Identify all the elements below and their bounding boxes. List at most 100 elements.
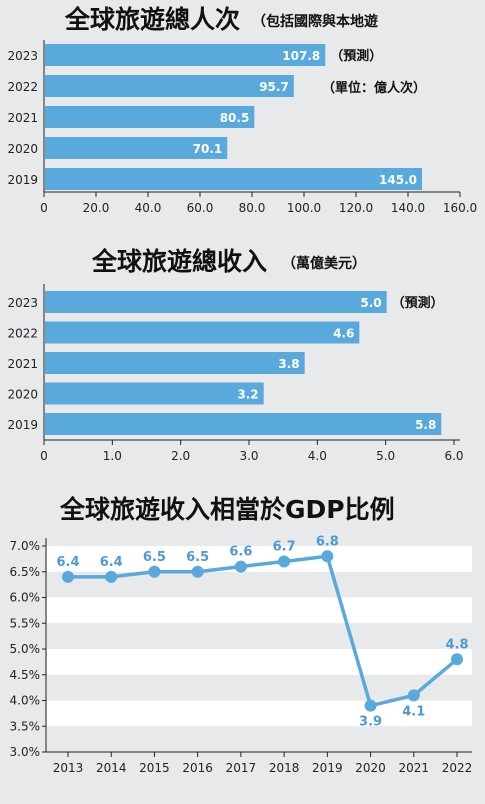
c2-x-tick-label: 6.0 — [444, 449, 463, 463]
gdp-y-tick-label: 5.5% — [10, 616, 41, 630]
c2-bar-2020 — [45, 382, 264, 405]
c2-bar-2021 — [45, 352, 305, 374]
gdp-point-2021 — [407, 689, 420, 702]
gdp-x-tick-label-2016: 2016 — [182, 761, 213, 775]
trips-chart-title: 全球旅遊總人次 — [64, 5, 240, 34]
c1-x-tick-label: 20.0 — [83, 201, 110, 215]
gdp-point-2016 — [191, 565, 204, 578]
gdp-point-2020 — [364, 699, 377, 712]
gdp-y-tick-label: 3.0% — [10, 745, 41, 759]
gdp-share-chart-title: 全球旅遊收入相當於GDP比例 — [59, 495, 395, 524]
revenue-chart: 全球旅遊總收入 （萬億美元） 5.0 2023 （預測） 4.6 2022 3.8 2021… — [7, 247, 463, 463]
c2-category-label-2021: 2021 — [7, 357, 38, 371]
gdp-grid-band — [47, 546, 472, 572]
trips-chart: 全球旅遊總人次 （包括國際與本地遊 （單位：億人次） 107.8 2023 （預測）… — [7, 5, 477, 215]
gdp-point-label-2017: 6.6 — [229, 545, 252, 560]
c1-category-label-2019: 2019 — [7, 173, 38, 187]
gdp-point-2019 — [321, 550, 334, 563]
c1-bar-2021 — [45, 106, 255, 128]
c1-bar-value-2019: 145.0 — [379, 173, 417, 187]
gdp-x-tick-label-2021: 2021 — [399, 761, 430, 775]
gdp-point-2015 — [148, 565, 161, 578]
gdp-point-label-2021: 4.1 — [402, 704, 425, 719]
gdp-y-tick-label: 4.0% — [10, 694, 41, 708]
gdp-x-tick-label-2014: 2014 — [96, 761, 127, 775]
gdp-point-label-2019: 6.8 — [316, 534, 339, 549]
c2-category-label-2019: 2019 — [7, 418, 38, 432]
trips-chart-panel: 全球旅遊總人次 （包括國際與本地遊 （單位：億人次） 107.8 2023 （預測）… — [0, 0, 485, 235]
gdp-x-tick-label-2015: 2015 — [139, 761, 170, 775]
gdp-share-line — [68, 554, 459, 708]
c2-x-tick-label: 3.0 — [239, 449, 258, 463]
c2-bar-value-2021: 3.8 — [278, 357, 299, 371]
c1-category-label-2021: 2021 — [7, 111, 38, 125]
c2-x-tick-label: 1.0 — [103, 449, 122, 463]
c1-category-label-2020: 2020 — [7, 142, 38, 156]
c1-bar-2022 — [45, 75, 294, 97]
gdp-y-tick-label: 6.5% — [10, 565, 41, 579]
c2-bar-2019 — [45, 413, 442, 435]
gdp-point-label-2022: 4.8 — [445, 637, 468, 652]
gdp-y-tick-label: 6.0% — [10, 591, 41, 605]
c2-bar-value-2022: 4.6 — [333, 327, 354, 341]
c2-bar-2023 — [45, 291, 387, 313]
gdp-share-chart-panel: 全球旅遊收入相當於GDP比例 7.0% 6.5% 6.0% 5.5% 5.0% 4.5% 4… — [0, 490, 485, 800]
gdp-point-label-2016: 6.5 — [186, 550, 209, 565]
revenue-chart-panel: 全球旅遊總收入 （萬億美元） 5.0 2023 （預測） 4.6 2022 3.8 2021… — [0, 240, 485, 480]
gdp-point-label-2020: 3.9 — [359, 715, 382, 730]
c2-x-tick-label: 0 — [40, 449, 48, 463]
trips-chart-subtitle: （包括國際與本地遊 — [252, 13, 378, 30]
gdp-x-tick-label-2017: 2017 — [226, 761, 257, 775]
c2-bar-value-2019: 5.8 — [415, 418, 436, 432]
trips-unit-note: （單位：億人次） — [322, 80, 426, 96]
c2-category-label-2020: 2020 — [7, 388, 38, 402]
gdp-grid-band — [47, 649, 472, 675]
gdp-point-2018 — [278, 555, 291, 568]
gdp-point-2017 — [234, 560, 247, 573]
c2-forecast-note: （預測） — [392, 295, 444, 311]
c1-x-tick-label: 80.0 — [239, 201, 266, 215]
gdp-point-label-2013: 6.4 — [56, 555, 79, 570]
c2-bar-value-2020: 3.2 — [237, 388, 258, 402]
c1-x-tick-label: 100.0 — [287, 201, 321, 215]
c2-x-tick-label: 5.0 — [376, 449, 395, 463]
c1-bar-2020 — [45, 137, 228, 159]
gdp-x-tick-label-2018: 2018 — [269, 761, 300, 775]
c2-category-label-2023: 2023 — [7, 296, 38, 310]
gdp-y-tick-label: 3.5% — [10, 719, 41, 733]
gdp-y-tick-label: 5.0% — [10, 642, 41, 656]
c1-bar-value-2020: 70.1 — [193, 142, 223, 156]
gdp-grid-band — [47, 597, 472, 624]
c1-x-tick-label: 160.0 — [443, 201, 477, 215]
revenue-chart-subtitle: （萬億美元） — [282, 255, 366, 272]
gdp-point-2014 — [105, 570, 118, 583]
c1-forecast-note: （預測） — [330, 48, 382, 64]
gdp-x-tick-label-2020: 2020 — [355, 761, 386, 775]
gdp-x-tick-label-2022: 2022 — [442, 761, 473, 775]
gdp-point-label-2018: 6.7 — [273, 539, 296, 554]
gdp-point-label-2015: 6.5 — [143, 550, 166, 565]
gdp-x-tick-label-2013: 2013 — [53, 761, 84, 775]
c1-x-tick-label: 0 — [40, 201, 48, 215]
c1-category-label-2022: 2022 — [7, 80, 38, 94]
c2-category-label-2022: 2022 — [7, 327, 38, 341]
c1-x-tick-label: 140.0 — [391, 201, 425, 215]
revenue-chart-title: 全球旅遊總收入 — [91, 247, 267, 276]
gdp-y-tick-label: 7.0% — [10, 539, 41, 553]
c1-category-label-2023: 2023 — [7, 49, 38, 63]
c2-bar-value-2023: 5.0 — [360, 296, 381, 310]
gdp-point-2013 — [62, 570, 74, 583]
c1-bar-value-2023: 107.8 — [282, 49, 320, 63]
c2-bar-2022 — [45, 321, 360, 344]
c2-x-tick-label: 4.0 — [308, 449, 327, 463]
gdp-point-label-2014: 6.4 — [100, 555, 123, 570]
gdp-share-chart: 全球旅遊收入相當於GDP比例 7.0% 6.5% 6.0% 5.5% 5.0% 4.5% 4… — [10, 495, 473, 775]
c1-x-tick-label: 60.0 — [187, 201, 214, 215]
c1-x-tick-label: 120.0 — [339, 201, 373, 215]
gdp-grid-band — [47, 700, 472, 727]
gdp-point-2022 — [451, 653, 463, 666]
gdp-x-tick-label-2019: 2019 — [312, 761, 343, 775]
c1-bar-2019 — [45, 168, 422, 190]
c2-x-tick-label: 2.0 — [171, 449, 190, 463]
c1-bar-2023 — [45, 44, 326, 66]
